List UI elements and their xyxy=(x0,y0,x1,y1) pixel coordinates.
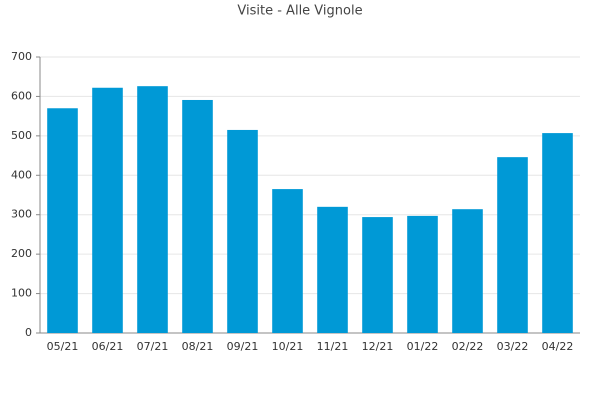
x-tick-label: 03/22 xyxy=(497,340,529,353)
y-tick-label: 0 xyxy=(25,326,32,339)
x-tick-label: 10/21 xyxy=(272,340,304,353)
y-tick-label: 700 xyxy=(11,50,32,63)
bar xyxy=(407,215,438,333)
bar xyxy=(92,87,123,333)
x-tick-label: 04/22 xyxy=(542,340,574,353)
x-tick-label: 01/22 xyxy=(407,340,439,353)
y-tick-label: 200 xyxy=(11,247,32,260)
bar xyxy=(137,86,168,333)
x-tick-label: 05/21 xyxy=(47,340,79,353)
x-tick-label: 02/22 xyxy=(452,340,484,353)
bar xyxy=(272,189,303,333)
bar xyxy=(497,157,528,333)
x-tick-label: 09/21 xyxy=(227,340,259,353)
chart-title: Visite - Alle Vignole xyxy=(237,4,362,19)
bar xyxy=(542,133,573,333)
x-tick-label: 06/21 xyxy=(92,340,124,353)
bar xyxy=(452,209,483,333)
x-tick-label: 12/21 xyxy=(362,340,394,353)
bar xyxy=(47,108,78,333)
x-tick-label: 07/21 xyxy=(137,340,169,353)
bar xyxy=(362,217,393,333)
y-tick-label: 400 xyxy=(11,168,32,181)
bar xyxy=(182,99,213,333)
x-tick-label: 08/21 xyxy=(182,340,214,353)
y-tick-label: 100 xyxy=(11,287,32,300)
bar xyxy=(317,206,348,333)
y-tick-label: 300 xyxy=(11,208,32,221)
y-tick-label: 500 xyxy=(11,129,32,142)
y-tick-label: 600 xyxy=(11,89,32,102)
x-tick-label: 11/21 xyxy=(317,340,349,353)
bar xyxy=(227,129,258,333)
